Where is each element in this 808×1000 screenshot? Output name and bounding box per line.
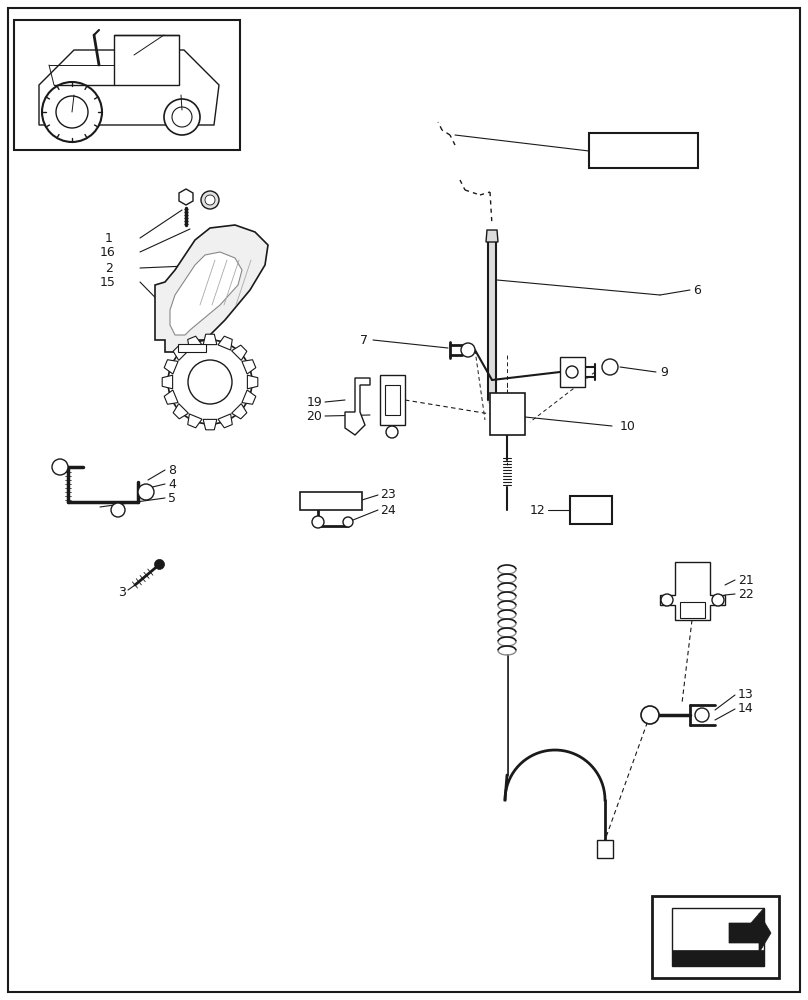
Polygon shape: [242, 390, 256, 404]
Polygon shape: [114, 35, 179, 85]
Text: 21: 21: [738, 574, 754, 586]
Polygon shape: [490, 393, 525, 435]
Text: 14: 14: [738, 702, 754, 716]
Polygon shape: [345, 378, 370, 435]
Text: 24: 24: [380, 504, 396, 516]
Circle shape: [343, 517, 353, 527]
Bar: [570, 496, 612, 524]
Bar: [589, 133, 698, 168]
Polygon shape: [164, 390, 178, 404]
Polygon shape: [486, 230, 498, 242]
Bar: [14, 20, 240, 150]
Polygon shape: [560, 357, 585, 387]
Polygon shape: [187, 336, 202, 350]
Text: 10: 10: [620, 420, 636, 432]
Text: 22: 22: [738, 587, 754, 600]
Polygon shape: [232, 404, 247, 419]
Polygon shape: [672, 950, 764, 966]
Text: 19: 19: [306, 395, 322, 408]
Text: 11: 11: [583, 504, 599, 516]
Bar: [597, 840, 613, 858]
Circle shape: [602, 359, 618, 375]
Circle shape: [695, 708, 709, 722]
Text: 13: 13: [738, 688, 754, 702]
Circle shape: [168, 340, 252, 424]
Text: 23: 23: [380, 488, 396, 502]
Text: 5: 5: [168, 491, 176, 504]
Text: 8: 8: [168, 464, 176, 477]
Circle shape: [566, 366, 578, 378]
Polygon shape: [155, 225, 268, 352]
Polygon shape: [39, 50, 219, 125]
Text: 16: 16: [100, 245, 116, 258]
Polygon shape: [203, 419, 217, 430]
Polygon shape: [744, 908, 764, 931]
Polygon shape: [247, 375, 258, 389]
Polygon shape: [300, 492, 362, 510]
Polygon shape: [380, 375, 405, 425]
Circle shape: [154, 559, 165, 569]
Circle shape: [42, 82, 102, 142]
Text: 9: 9: [660, 365, 668, 378]
Circle shape: [661, 594, 673, 606]
Circle shape: [312, 516, 324, 528]
Circle shape: [641, 706, 659, 724]
Circle shape: [386, 426, 398, 438]
Polygon shape: [232, 345, 247, 360]
Polygon shape: [187, 414, 202, 428]
Circle shape: [461, 343, 475, 357]
Bar: [680, 602, 705, 618]
Circle shape: [111, 503, 125, 517]
Circle shape: [188, 360, 232, 404]
Polygon shape: [173, 345, 188, 360]
Text: 6: 6: [693, 284, 701, 296]
Text: 7: 7: [360, 334, 368, 347]
Polygon shape: [218, 336, 232, 350]
Bar: [385, 385, 400, 415]
Circle shape: [205, 195, 215, 205]
Circle shape: [138, 484, 154, 500]
Circle shape: [56, 96, 88, 128]
Polygon shape: [203, 334, 217, 345]
Polygon shape: [660, 562, 725, 620]
Polygon shape: [729, 913, 771, 953]
Polygon shape: [164, 360, 178, 374]
Circle shape: [164, 99, 200, 135]
Circle shape: [52, 459, 68, 475]
Polygon shape: [242, 360, 256, 374]
Circle shape: [201, 191, 219, 209]
Bar: [178, 344, 206, 352]
Polygon shape: [218, 414, 232, 428]
Text: 4: 4: [168, 478, 176, 490]
Polygon shape: [170, 252, 242, 335]
Text: 12: 12: [529, 504, 545, 516]
Bar: [652, 896, 779, 978]
Polygon shape: [179, 189, 193, 205]
Circle shape: [172, 107, 192, 127]
Circle shape: [712, 594, 724, 606]
Text: 15: 15: [100, 275, 116, 288]
Polygon shape: [173, 404, 188, 419]
Polygon shape: [672, 908, 764, 966]
Text: 2: 2: [105, 261, 113, 274]
Text: 3: 3: [118, 585, 126, 598]
Text: 20: 20: [306, 410, 322, 422]
Polygon shape: [162, 375, 173, 389]
Text: PAG. 2: PAG. 2: [623, 144, 663, 157]
Text: 1: 1: [105, 232, 113, 244]
